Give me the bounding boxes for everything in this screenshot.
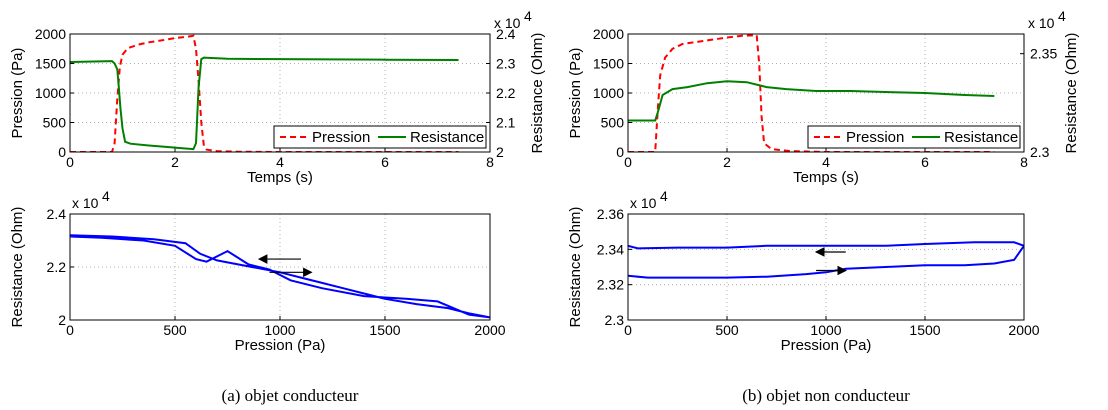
- x-axis-label: Pression (Pa): [781, 337, 872, 354]
- axes-frame: [627, 213, 1025, 321]
- y2-exponent-label: x 10: [494, 15, 521, 31]
- y2-tick-label: 2.35: [1030, 46, 1057, 62]
- y-tick-label: 1500: [593, 56, 624, 72]
- x-tick-label: 0: [624, 154, 632, 170]
- x-tick-label: 8: [1020, 154, 1028, 170]
- caption-a: (a) objet conducteur: [222, 386, 359, 405]
- series-line-hysteresis: [628, 241, 1024, 279]
- y-tick-label: 2.36: [597, 206, 624, 222]
- panel-a-bottom: 0 500 1000 1500 2000 2 2.2 2.4 x 10 4 Pression (Pa…: [9, 188, 506, 354]
- y2-exponent-power: 4: [1058, 8, 1066, 24]
- x-tick-label: 1500: [909, 322, 940, 338]
- series-line-resistance: [628, 80, 995, 122]
- y-exponent-label: x 10: [72, 195, 99, 211]
- x-tick-label: 0: [66, 154, 74, 170]
- y2-tick-label: 2.4: [496, 26, 516, 42]
- x-tick-label: 0: [66, 322, 74, 338]
- panel-b-bottom: 0 500 1000 1500 2000 2.3 2.32 2.34 2.36 x 10 4 Pres…: [567, 188, 1040, 354]
- y-exponent-label: x 10: [630, 195, 657, 211]
- legend-label-resistance: Resistance: [944, 129, 1018, 146]
- y-axis-label: Resistance (Ohm): [567, 207, 584, 328]
- series-line-hysteresis: [70, 234, 490, 319]
- y-tick-label: 2.4: [47, 206, 67, 222]
- x-axis-label: Temps (s): [247, 169, 313, 186]
- y-tick-label: 1000: [593, 85, 624, 101]
- y-exponent-power: 4: [102, 188, 110, 204]
- legend-label-pression: Pression: [846, 129, 904, 146]
- caption-b: (b) objet non conducteur: [742, 386, 910, 405]
- y2-tick-label: 2.2: [496, 85, 516, 101]
- y-tick-label: 500: [601, 115, 625, 131]
- legend-label-pression: Pression: [312, 129, 370, 146]
- x-tick-label: 0: [624, 322, 632, 338]
- x-tick-label: 2: [723, 154, 731, 170]
- y2-tick-label: 2.1: [496, 115, 516, 131]
- y-tick-label: 1500: [35, 56, 66, 72]
- y-tick-label: 2.3: [605, 312, 625, 328]
- series-line-resistance: [70, 56, 459, 151]
- axes-frame: [627, 33, 1025, 153]
- y-axis-label: Pression (Pa): [9, 48, 26, 139]
- y-tick-label: 500: [43, 115, 67, 131]
- x-tick-label: 2000: [474, 322, 505, 338]
- axes-frame: [69, 213, 491, 321]
- x-tick-label: 500: [163, 322, 187, 338]
- x-axis-label: Temps (s): [793, 169, 859, 186]
- y-axis-label: Resistance (Ohm): [9, 207, 26, 328]
- y2-exponent-label: x 10: [1028, 15, 1055, 31]
- axes-frame: [69, 33, 491, 153]
- y2-axis-label: Resistance (Ohm): [529, 33, 546, 154]
- legend-label-resistance: Resistance: [410, 129, 484, 146]
- y2-tick-label: 2.3: [1030, 144, 1050, 160]
- y-exponent-power: 4: [660, 188, 668, 204]
- x-tick-label: 1500: [369, 322, 400, 338]
- y-tick-label: 1000: [35, 85, 66, 101]
- series-line-pression: [628, 34, 995, 152]
- x-tick-label: 4: [276, 154, 284, 170]
- x-tick-label: 2: [171, 154, 179, 170]
- y2-exponent-power: 4: [524, 8, 532, 24]
- x-tick-label: 8: [486, 154, 494, 170]
- x-tick-label: 1000: [264, 322, 295, 338]
- y-tick-label: 0: [58, 144, 66, 160]
- x-tick-label: 6: [921, 154, 929, 170]
- y-tick-label: 2.2: [47, 259, 67, 275]
- x-tick-label: 4: [822, 154, 830, 170]
- x-axis-label: Pression (Pa): [235, 337, 326, 354]
- x-tick-label: 2000: [1008, 322, 1039, 338]
- y-tick-label: 0: [616, 144, 624, 160]
- x-tick-label: 6: [381, 154, 389, 170]
- y-axis-label: Pression (Pa): [567, 48, 584, 139]
- y-tick-label: 2: [58, 312, 66, 328]
- x-tick-label: 500: [715, 322, 739, 338]
- y-tick-label: 2.32: [597, 277, 624, 293]
- y2-axis-label: Resistance (Ohm): [1063, 33, 1080, 154]
- y2-tick-label: 2: [496, 144, 504, 160]
- y-tick-label: 2.34: [597, 241, 624, 257]
- x-tick-label: 1000: [810, 322, 841, 338]
- y-tick-label: 2000: [593, 26, 624, 42]
- y-tick-label: 2000: [35, 26, 66, 42]
- y2-tick-label: 2.3: [496, 56, 516, 72]
